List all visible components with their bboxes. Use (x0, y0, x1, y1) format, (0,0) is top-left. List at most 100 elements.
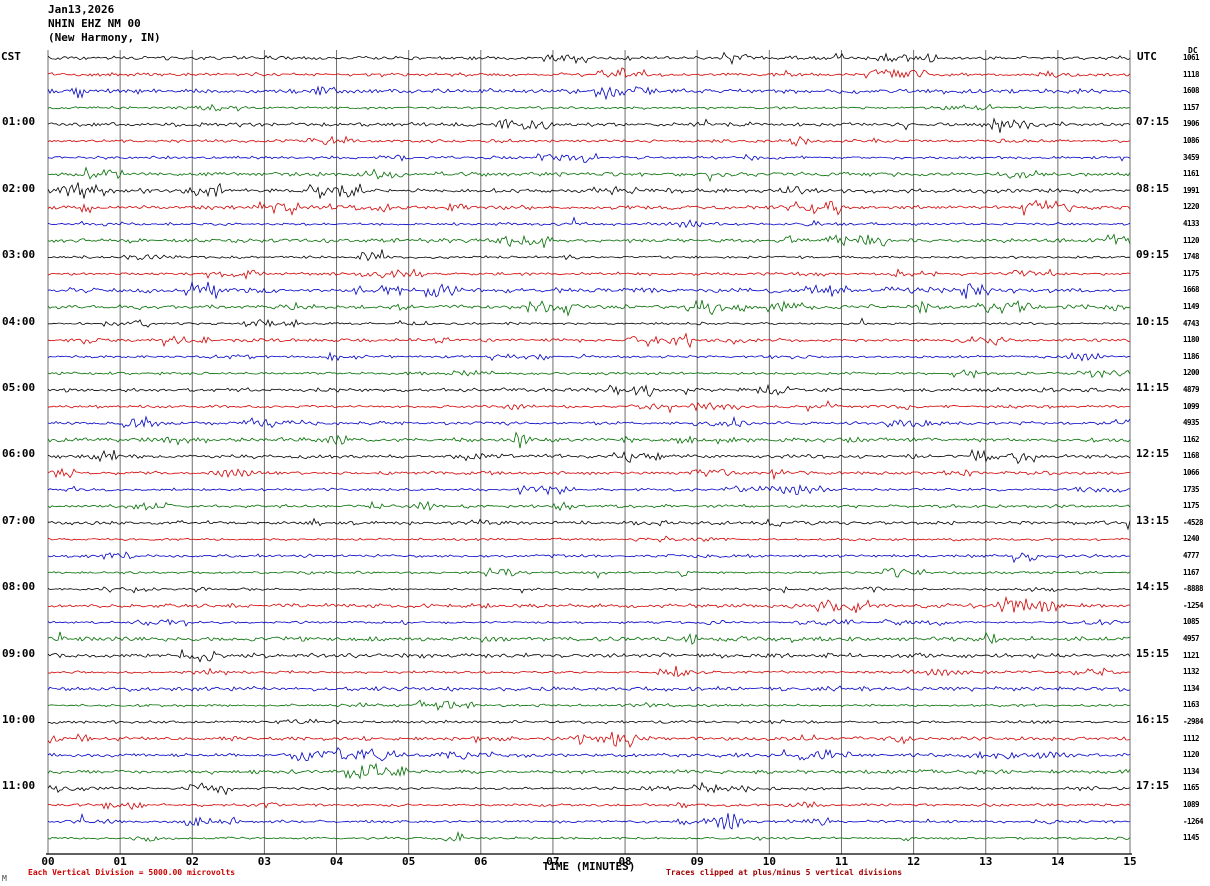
seismogram-trace-row (47, 383, 1131, 397)
dc-offset-value: 1120 (1183, 235, 1200, 245)
dc-offset-value: 4133 (1183, 219, 1200, 228)
x-tick: 13 (979, 855, 993, 868)
seismogram-trace-row (47, 299, 1131, 317)
dc-offset-value: 1991 (1183, 185, 1200, 195)
seismogram-trace-row (47, 249, 1131, 262)
seismogram-trace-row (47, 415, 1131, 429)
seismogram-trace-row (47, 67, 1131, 79)
cst-hour-label: 11:00 (2, 779, 36, 793)
dc-offset-value: -1254 (1183, 600, 1204, 610)
dc-offset-value: 1089 (1183, 800, 1200, 809)
header-location: (New Harmony, IN) (48, 31, 161, 44)
seismogram-trace-row (47, 535, 1131, 543)
seismogram-trace-row (47, 51, 1131, 65)
seismogram-trace-row (47, 103, 1131, 112)
clip-note: Traces clipped at plus/minus 5 vertical … (666, 868, 903, 877)
dc-offset-value: -2984 (1183, 717, 1204, 726)
header-date: Jan13,2026 (48, 3, 115, 16)
utc-hour-label: 09:15 (1136, 248, 1170, 262)
seismogram-trace-row (47, 317, 1131, 328)
seismogram-trace-row (47, 830, 1131, 842)
x-tick: 02 (185, 855, 199, 868)
x-tick: 10 (762, 855, 776, 868)
x-tick: 03 (257, 855, 272, 868)
dc-offset-value: 1161 (1183, 169, 1200, 179)
seismogram-trace-row (47, 731, 1131, 748)
dc-offset-value: 1180 (1183, 335, 1200, 345)
dc-offset-value: 1132 (1183, 667, 1200, 677)
seismogram-trace-row (47, 801, 1131, 811)
dc-offset-value: 3459 (1183, 152, 1200, 162)
dc-offset-value: 1165 (1183, 783, 1200, 793)
header-station: NHIN EHZ NM 00 (48, 17, 141, 30)
seismogram-trace-row (47, 649, 1131, 663)
x-axis-title: TIME (MINUTES) (542, 860, 636, 873)
seismogram-trace-row (47, 233, 1131, 248)
seismogram-trace-row (47, 117, 1131, 133)
dc-offset-value: 1167 (1183, 567, 1200, 577)
dc-offset-value: 1906 (1183, 119, 1200, 129)
utc-hour-label: 10:15 (1136, 314, 1170, 328)
cst-hour-label: 01:00 (2, 115, 36, 129)
seismogram-trace-row (47, 182, 1131, 199)
dc-offset-value: 1175 (1183, 501, 1200, 511)
x-tick: 00 (41, 855, 55, 868)
dc-offset-value: 1120 (1183, 750, 1200, 760)
dc-offset-value: 1748 (1183, 252, 1200, 262)
dc-offset-value: 1608 (1183, 86, 1200, 96)
x-tick: 01 (113, 855, 127, 868)
dc-offset-value: 1061 (1183, 53, 1200, 62)
x-tick: 05 (402, 855, 416, 868)
dc-offset-value: 1735 (1183, 484, 1200, 494)
dc-offset-value: 1668 (1183, 285, 1200, 295)
utc-hour-label: 17:15 (1136, 779, 1170, 793)
dc-offset-value: 4935 (1183, 418, 1200, 428)
dc-offset-value: 1066 (1183, 468, 1200, 477)
seismogram-trace-row (47, 332, 1131, 349)
utc-hour-label: 12:15 (1136, 447, 1170, 461)
seismogram-trace-row (47, 216, 1131, 229)
dc-offset-value: 4879 (1183, 385, 1200, 394)
dc-offset-value: 1157 (1183, 102, 1200, 112)
dc-offset-value: -1264 (1183, 816, 1204, 826)
dc-offset-value: 1085 (1183, 617, 1200, 627)
dc-offset-value: 1134 (1183, 683, 1200, 693)
x-tick: 04 (329, 855, 344, 868)
x-tick: 08 (618, 855, 632, 868)
utc-hour-label: 07:15 (1136, 115, 1170, 129)
cst-hour-label: 06:00 (2, 447, 36, 461)
dc-offset-value: 4777 (1183, 551, 1200, 560)
seismogram-trace-row (47, 431, 1131, 449)
seismogram-trace-row (47, 618, 1131, 627)
seismogram-trace-row (47, 268, 1131, 280)
dc-offset-value: -8888 (1183, 584, 1204, 594)
seismogram-trace-row (47, 351, 1131, 362)
seismogram-trace-row (47, 685, 1131, 693)
cst-hour-label: 02:00 (2, 181, 36, 195)
dc-offset-value: 1220 (1183, 202, 1200, 212)
cst-hour-label: 09:00 (2, 646, 36, 660)
dc-offset-value: 4743 (1183, 318, 1200, 328)
cst-hour-label: 03:00 (2, 248, 36, 262)
dc-offset-value: 1149 (1183, 302, 1200, 311)
x-tick: 09 (690, 855, 704, 868)
x-tick: 14 (1051, 855, 1065, 868)
seismogram-trace-row (47, 135, 1131, 147)
utc-hour-label: 13:15 (1136, 513, 1170, 527)
dc-offset-value: 1112 (1183, 733, 1200, 743)
seismogram-trace-row (47, 85, 1131, 101)
cst-hour-label: 05:00 (2, 381, 36, 394)
seismogram-trace-row (47, 467, 1131, 481)
seismogram-trace-row (47, 400, 1131, 414)
utc-hour-label: 14:15 (1136, 580, 1170, 594)
dc-offset-column-label: DC (1188, 46, 1198, 55)
seismogram-trace-row (47, 762, 1131, 780)
utc-hour-label: 15:15 (1136, 646, 1170, 660)
dc-offset-value: 1134 (1183, 766, 1200, 776)
utc-hour-label: 08:15 (1136, 181, 1170, 195)
seismogram-trace-row (47, 631, 1131, 645)
cst-hour-label: 07:00 (2, 513, 36, 527)
dc-offset-value: 1200 (1183, 368, 1200, 378)
seismogram-trace-row (47, 665, 1131, 678)
